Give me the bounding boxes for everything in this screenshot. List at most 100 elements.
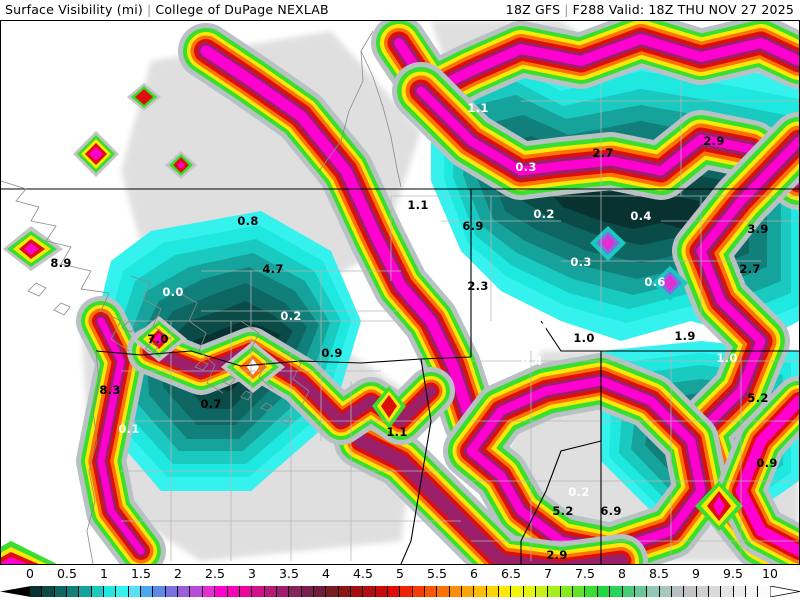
colorbar-cell (227, 586, 240, 597)
forecast-hour: F288 (572, 2, 605, 17)
colorbar-cells (30, 586, 770, 597)
valid-time: Valid: 18Z THU NOV 27 2025 (608, 2, 794, 17)
colorbar-tick: 10 (762, 566, 778, 581)
colorbar-cell (536, 586, 549, 597)
model-run: 18Z GFS (505, 2, 561, 17)
colorbar-cell (523, 586, 537, 597)
colorbar-cell (708, 586, 722, 597)
colorbar-tick: 1 (100, 566, 108, 581)
colorbar-cell (128, 586, 142, 597)
colorbar-cell (54, 586, 68, 597)
bullseye (165, 151, 197, 179)
colorbar-gradient[interactable] (0, 586, 800, 597)
colorbar-cell (67, 586, 80, 597)
colorbar-tick: 7.5 (575, 566, 595, 581)
colorbar-cell (215, 586, 228, 597)
colorbar-cell (264, 586, 277, 597)
bullseye (131, 316, 187, 362)
colorbar-tick: 0.5 (57, 566, 77, 581)
bullseye (695, 481, 743, 531)
colorbar-cell (449, 586, 463, 597)
data-source: College of DuPage NEXLAB (155, 2, 329, 17)
colorbar-cell (363, 586, 376, 597)
header-separator-right: | (564, 2, 569, 17)
colorbar-cell (30, 586, 43, 597)
plume-nw-diagonal (178, 23, 499, 449)
header-bar: Surface Visibility (mi) | College of DuPag… (0, 0, 800, 20)
colorbar-cell (499, 586, 512, 597)
colorbar-cell (511, 586, 524, 597)
colorbar-tick: 4 (322, 566, 330, 581)
colorbar-cell (313, 586, 327, 597)
plume-central-idaho-loop (443, 353, 729, 564)
colorbar-tick: 3.5 (279, 566, 299, 581)
map-panel[interactable]: 8.9 0.8 0.0 4.7 0.2 0.9 7.0 8.3 0.7 0.1 0.2 1.1 1.1 0… (0, 20, 800, 565)
colorbar-tick: 0 (26, 566, 34, 581)
colorbar-cell (301, 586, 314, 597)
header-separator-left: | (146, 2, 152, 17)
colorbar-cell (425, 586, 438, 597)
colorbar-tick: 9.5 (723, 566, 743, 581)
colorbar-over-arrow (770, 586, 800, 597)
plume-oregon-coast (76, 296, 166, 564)
colorbar-cell (721, 586, 734, 597)
colorbar-cell (375, 586, 388, 597)
colorbar-cell (696, 586, 709, 597)
colorbar-tick: 8 (618, 566, 626, 581)
colorbar-cell (684, 586, 697, 597)
colorbar-cell (573, 586, 586, 597)
coastline (1, 30, 402, 564)
colorbar-tick: 5 (396, 566, 404, 581)
colorbar-cell (91, 586, 105, 597)
colorbar-cell (634, 586, 648, 597)
colorbar: 0 0.5 1 1.5 2 2.5 3 3.5 4 4.5 5 5.5 6 6.5 7 7.5 8 8.5 9 9.5… (0, 566, 800, 600)
header-left: Surface Visibility (mi) | College of DuPag… (5, 2, 329, 17)
colorbar-cell (387, 586, 401, 597)
bullseye (372, 386, 406, 429)
geography-overlay (1, 30, 799, 564)
colorbar-cell (758, 586, 770, 597)
colorbar-cell (42, 586, 55, 597)
colorbar-tick: 5.5 (427, 566, 447, 581)
bullseye (73, 131, 119, 177)
colorbar-cell (350, 586, 364, 597)
colorbar-tick: 7 (544, 566, 552, 581)
colorbar-cell (141, 586, 154, 597)
colorbar-cell (289, 586, 302, 597)
county-borders (121, 81, 799, 561)
colorbar-tick: 6 (470, 566, 478, 581)
colorbar-tick: 9 (692, 566, 700, 581)
colorbar-cell (190, 586, 203, 597)
colorbar-tick: 4.5 (353, 566, 373, 581)
colorbar-cell (560, 586, 574, 597)
colorbar-cell (153, 586, 166, 597)
colorbar-under-arrow (0, 586, 31, 597)
colorbar-cell (733, 586, 746, 597)
colorbar-cell (437, 586, 450, 597)
bullseye (127, 83, 161, 111)
colorbar-cell (671, 586, 685, 597)
colorbar-cell (486, 586, 500, 597)
colorbar-cell (239, 586, 253, 597)
colorbar-cell (116, 586, 129, 597)
colorbar-cell (252, 586, 265, 597)
colorbar-tick: 3 (248, 566, 256, 581)
colorbar-cell (202, 586, 216, 597)
colorbar-cell (647, 586, 660, 597)
colorbar-cell (462, 586, 475, 597)
colorbar-cell (165, 586, 179, 597)
bullseye-group (1, 83, 743, 564)
colorbar-tick: 6.5 (501, 566, 521, 581)
colorbar-cell (622, 586, 635, 597)
bullseye (652, 266, 688, 301)
colorbar-cell (610, 586, 623, 597)
plume-idaho-arc (392, 62, 799, 210)
colorbar-cell (597, 586, 611, 597)
visibility-contour-map (1, 21, 799, 564)
colorbar-cell (178, 586, 191, 597)
bullseye (590, 226, 626, 261)
colorbar-tick: 2 (174, 566, 182, 581)
colorbar-cell (104, 586, 117, 597)
colorbar-cell (585, 586, 598, 597)
